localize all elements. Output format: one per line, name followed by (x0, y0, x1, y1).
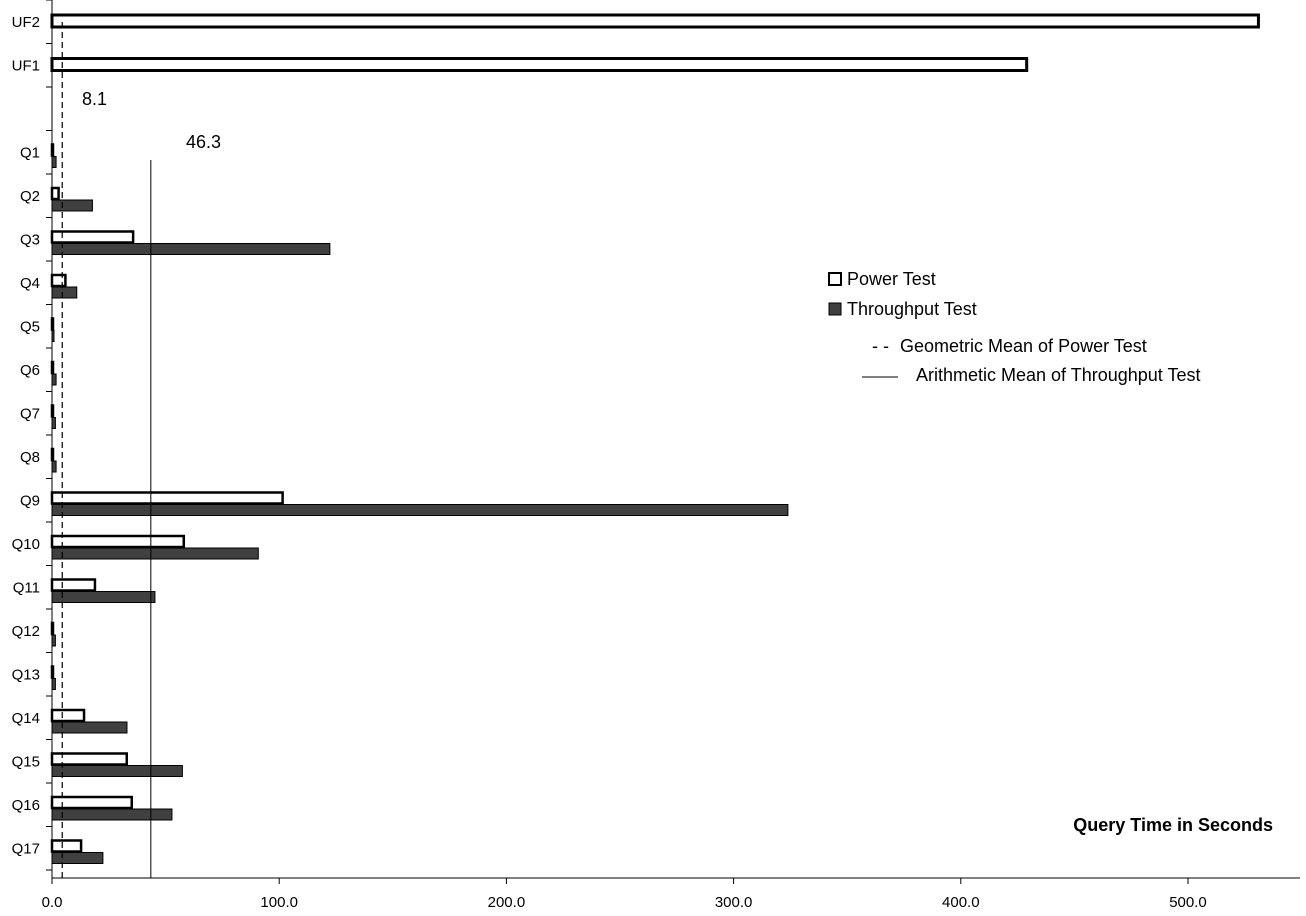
category-label: Q6 (20, 362, 40, 379)
x-axis-ticks: 0.0 100.0 200.0 300.0 400.0 500.0 (42, 878, 1207, 911)
bar-power-test (50, 360, 55, 375)
bar-throughput-test (51, 852, 104, 864)
bar-power-test (50, 708, 86, 723)
bar-power-test (50, 13, 1260, 29)
bar-throughput-test (51, 330, 55, 342)
x-tick-label: 400.0 (942, 894, 980, 911)
category-label: Q5 (20, 319, 40, 336)
bar-power-test (50, 447, 55, 462)
legend-item-throughput-test: Throughput Test (828, 299, 977, 319)
category-label: Q11 (13, 580, 40, 597)
category-label: Q3 (20, 232, 40, 249)
category-label: Q1 (20, 145, 40, 162)
x-tick-label: 300.0 (715, 894, 753, 911)
bar-power-test (50, 491, 284, 505)
category-label: Q12 (12, 623, 40, 640)
bar-throughput-test (51, 678, 56, 690)
bar-throughput-test (51, 591, 156, 603)
x-tick-label: 200.0 (488, 894, 526, 911)
bar-power-test (50, 273, 67, 288)
bar-power-test (50, 578, 97, 592)
bar-throughput-test (51, 243, 331, 255)
bar-throughput-test (51, 460, 57, 473)
legend-label-geometric-mean: Geometric Mean of Power Test (900, 336, 1147, 356)
x-axis-title: Query Time in Seconds (1073, 815, 1273, 835)
category-labels: UF2 UF1 Q1 Q2 Q3 Q4 Q5 Q6 Q7 Q8 Q9 Q10 Q11 Q12 Q13 Q14 Q… (12, 14, 40, 858)
bar-power-test (50, 665, 55, 679)
category-label: Q8 (20, 449, 40, 466)
category-label: Q9 (20, 493, 40, 510)
bar-power-test (50, 317, 55, 331)
bar-power-test (50, 795, 133, 810)
category-label: Q14 (12, 710, 40, 727)
legend-item-arithmetic-mean: Arithmetic Mean of Throughput Test (862, 365, 1200, 385)
category-label: UF1 (12, 58, 40, 75)
bar-power-test (50, 57, 1029, 72)
bar-throughput-test (51, 199, 93, 212)
category-label: UF2 (12, 14, 40, 31)
legend: Power Test Throughput Test - - Geometric… (828, 269, 1200, 385)
x-tick-label: 0.0 (42, 894, 63, 911)
category-label: Q4 (20, 275, 40, 292)
geometric-mean-value-label: 8.1 (82, 89, 107, 109)
legend-item-power-test: Power Test (828, 269, 936, 289)
legend-label-power-test: Power Test (847, 269, 936, 289)
bar-throughput-test (51, 634, 56, 647)
bar-power-test (50, 534, 186, 549)
bar-power-test (50, 621, 55, 636)
y-axis-ticks (46, 0, 52, 871)
category-label: Q15 (12, 754, 40, 771)
bars (50, 13, 1260, 864)
category-label: Q13 (12, 667, 40, 684)
legend-label-arithmetic-mean: Arithmetic Mean of Throughput Test (916, 365, 1200, 385)
bar-throughput-test (51, 286, 78, 299)
x-tick-label: 100.0 (260, 894, 298, 911)
bar-power-test (50, 143, 55, 157)
bar-power-test (50, 752, 128, 766)
bar-throughput-test (51, 156, 57, 168)
category-label: Q10 (12, 536, 40, 553)
category-label: Q17 (12, 841, 40, 858)
legend-item-geometric-mean: - - Geometric Mean of Power Test (872, 336, 1147, 356)
legend-symbol-dashed: - - (872, 336, 889, 356)
category-label: Q16 (12, 797, 40, 814)
bar-throughput-test (51, 504, 789, 516)
arithmetic-mean-value-label: 46.3 (186, 132, 221, 152)
legend-swatch-filled (828, 302, 842, 316)
x-tick-label: 500.0 (1169, 894, 1207, 911)
bar-throughput-test (51, 547, 259, 560)
bar-throughput-test (51, 373, 57, 386)
bar-power-test (50, 230, 135, 244)
legend-label-throughput-test: Throughput Test (847, 299, 977, 319)
bar-power-test (50, 404, 55, 418)
category-label: Q2 (20, 188, 40, 205)
reference-lines (61, 22, 152, 878)
legend-swatch-outline (828, 272, 842, 286)
bar-power-test (50, 186, 60, 201)
bar-throughput-test (51, 808, 173, 821)
bar-throughput-test (51, 417, 56, 429)
bar-power-test (50, 839, 83, 853)
bar-throughput-test (51, 721, 128, 734)
bar-throughput-test (51, 765, 183, 777)
category-label: Q7 (20, 406, 40, 423)
